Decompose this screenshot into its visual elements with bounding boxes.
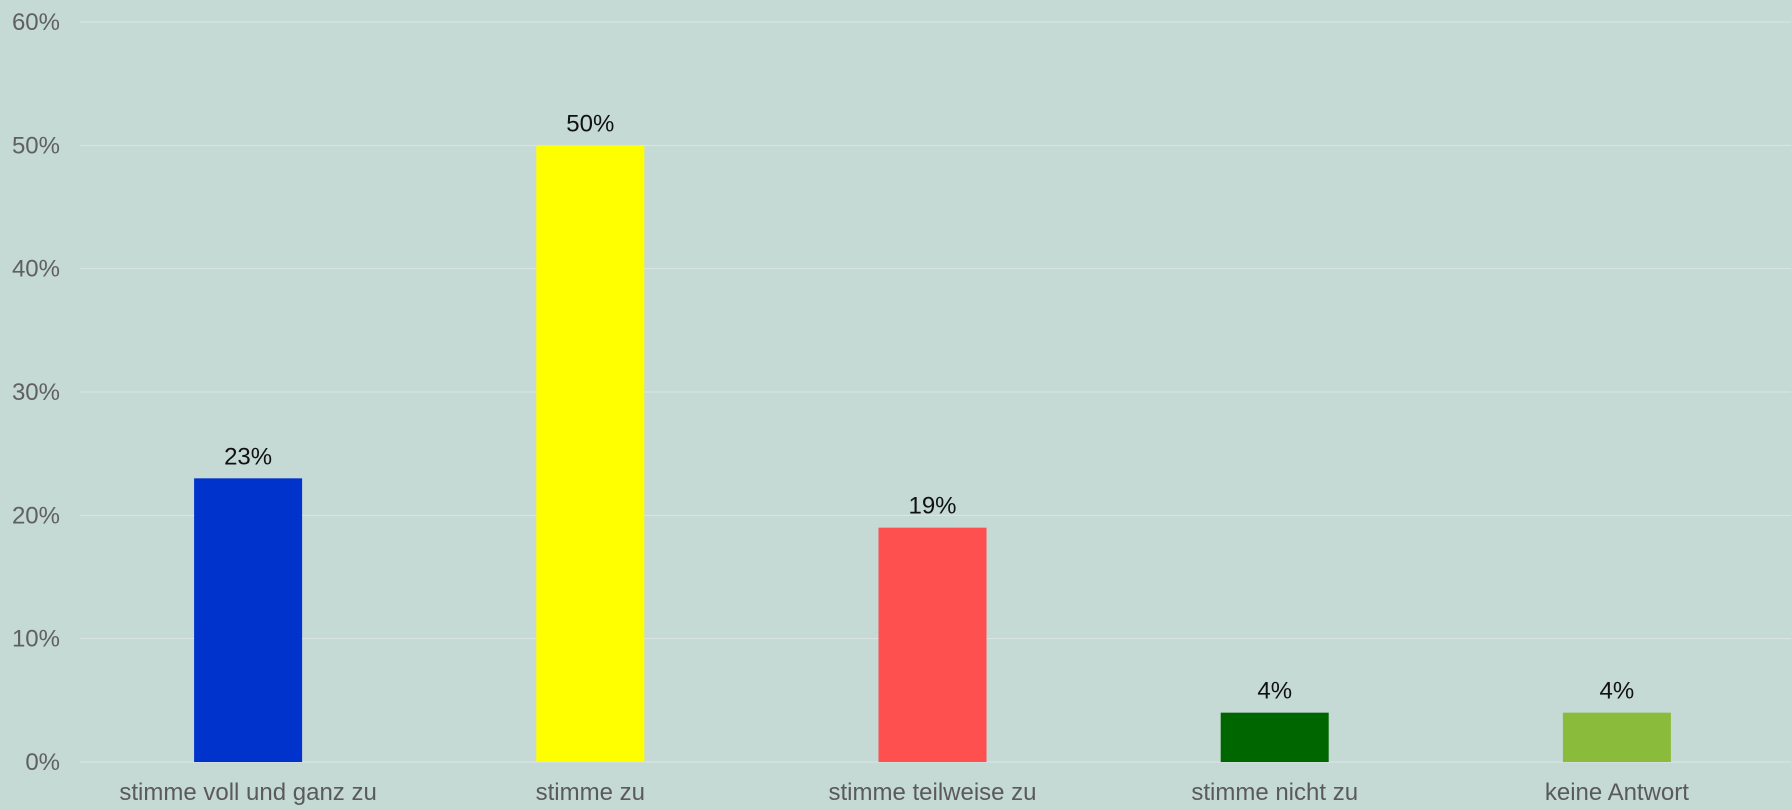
data-label: 19% [908,493,956,520]
data-label: 4% [1600,678,1635,705]
y-tick-label: 60% [12,9,60,36]
data-label: 23% [224,443,272,470]
y-tick-label: 40% [12,256,60,283]
y-tick-label: 50% [12,132,60,159]
bar [1220,712,1329,762]
y-axis-tick-labels: 0% 10% 20% 30% 40% 50% 60% [12,9,60,776]
data-labels: 23% 50% 19% 4% 4% [224,110,1634,704]
bars [194,145,1671,763]
bar [878,527,987,762]
category-labels: stimme voll und ganz zu stimme zu stimme t… [119,779,1689,806]
bar [1562,712,1671,762]
data-label: 4% [1257,678,1292,705]
category-label: keine Antwort [1545,779,1689,806]
y-tick-label: 20% [12,502,60,529]
y-tick-label: 0% [25,749,60,776]
category-label: stimme zu [536,779,645,806]
grid-lines [80,21,1791,763]
y-tick-label: 30% [12,379,60,406]
y-tick-label: 10% [12,626,60,653]
category-label: stimme nicht zu [1191,779,1358,806]
category-label: stimme voll und ganz zu [119,779,376,806]
bar [536,145,645,763]
category-label: stimme teilweise zu [828,779,1036,806]
data-label: 50% [566,110,614,137]
bar [194,478,303,762]
